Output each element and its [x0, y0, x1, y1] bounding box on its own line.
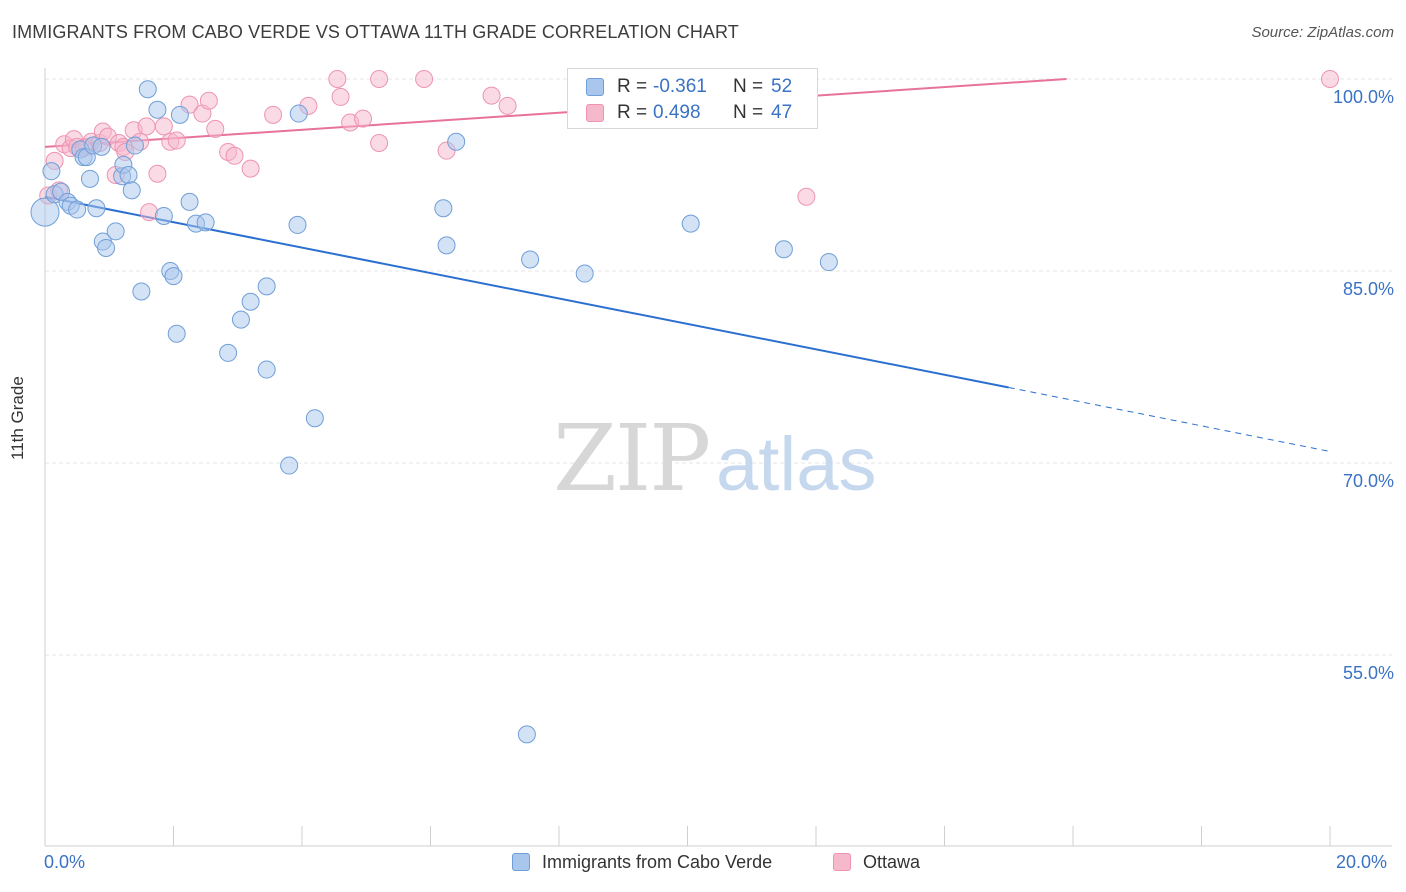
data-point-blue	[517, 725, 536, 744]
bottom-legend-blue: Immigrants from Cabo Verde	[512, 852, 772, 873]
data-point-blue	[97, 238, 116, 257]
data-point-blue	[575, 264, 594, 283]
legend-r-value: 0.498	[653, 102, 701, 123]
y-tick-label: 85.0%	[1342, 279, 1394, 299]
data-point-blue	[154, 206, 173, 225]
watermark-atlas: atlas	[716, 422, 877, 507]
legend-label-pink: Ottawa	[863, 852, 921, 872]
chart-title: IMMIGRANTS FROM CABO VERDE VS OTTAWA 11T…	[12, 22, 739, 42]
data-point-blue	[774, 240, 793, 259]
data-point-blue	[106, 222, 125, 241]
data-point-blue	[68, 200, 87, 219]
data-point-blue	[437, 236, 456, 255]
legend-r-label: R =	[617, 76, 648, 97]
data-point-pink	[370, 134, 389, 152]
data-point-blue	[180, 192, 199, 211]
data-point-blue	[164, 267, 183, 286]
data-point-pink	[370, 70, 389, 88]
data-point-pink	[415, 70, 434, 88]
data-point-pink	[225, 146, 244, 165]
data-point-pink	[482, 86, 501, 105]
trend-lines	[44, 78, 1331, 452]
data-point-pink	[797, 187, 816, 206]
data-point-blue	[241, 292, 260, 311]
data-points	[30, 70, 1339, 744]
legend-swatch-pink	[586, 104, 604, 122]
trend-line-blue-dashed	[1008, 386, 1331, 452]
data-point-blue	[122, 181, 141, 200]
data-point-blue	[305, 409, 324, 428]
x-tick-min: 0.0%	[44, 852, 86, 872]
data-point-blue	[257, 277, 276, 296]
legend-swatch-blue	[586, 78, 604, 96]
data-point-blue	[447, 132, 466, 151]
legend-swatch-pink	[833, 853, 851, 871]
data-point-pink	[331, 87, 350, 106]
y-tick-label: 70.0%	[1342, 471, 1394, 491]
data-point-blue	[92, 137, 111, 156]
data-point-blue	[257, 360, 276, 379]
bottom-legend-pink: Ottawa	[833, 852, 920, 873]
data-point-blue	[30, 197, 60, 227]
data-point-blue	[87, 199, 106, 218]
legend-n-value: 52	[771, 76, 793, 97]
legend-swatch-blue	[512, 853, 530, 871]
legend-n-value: 47	[771, 102, 793, 123]
data-point-blue	[125, 136, 144, 155]
y-axis-title: 11th Grade	[8, 376, 27, 460]
data-point-blue	[119, 166, 138, 184]
data-point-blue	[219, 343, 238, 362]
data-point-blue	[280, 456, 299, 475]
watermark-zip: ZIP	[553, 405, 709, 512]
data-point-blue	[681, 214, 700, 233]
data-point-blue	[42, 162, 61, 181]
data-point-blue	[138, 80, 157, 99]
data-point-pink	[241, 159, 260, 178]
legend-n-label: N =	[733, 76, 764, 97]
stats-legend: R = -0.361 N = 52 R = 0.498 N = 47	[567, 68, 818, 129]
data-point-pink	[167, 131, 186, 150]
legend-r-value: -0.361	[653, 76, 707, 97]
source-label: Source: ZipAtlas.com	[1251, 24, 1394, 41]
data-point-blue	[132, 282, 151, 301]
y-tick-label: 55.0%	[1342, 663, 1394, 683]
data-point-blue	[167, 324, 186, 343]
legend-n-label: N =	[733, 102, 764, 123]
axes	[44, 68, 1392, 847]
data-point-pink	[1321, 70, 1339, 88]
data-point-blue	[819, 253, 838, 272]
y-tick-label: 100.0%	[1332, 87, 1394, 107]
data-point-pink	[354, 109, 373, 128]
data-point-blue	[148, 100, 167, 119]
data-point-pink	[199, 91, 218, 110]
watermark: ZIP atlas	[553, 405, 877, 512]
data-point-pink	[206, 119, 225, 138]
data-point-pink	[154, 117, 173, 136]
x-tick-max: 20.0%	[1336, 852, 1388, 872]
data-point-blue	[288, 215, 307, 234]
data-point-pink	[498, 96, 517, 115]
data-point-blue	[231, 310, 250, 329]
legend-label-blue: Immigrants from Cabo Verde	[542, 852, 773, 872]
data-point-pink	[137, 117, 156, 136]
data-point-blue	[434, 199, 453, 218]
data-point-pink	[328, 70, 347, 88]
data-point-pink	[148, 164, 167, 183]
data-point-blue	[521, 250, 540, 269]
data-point-blue	[80, 169, 99, 188]
data-point-blue	[170, 105, 189, 124]
data-point-blue	[196, 213, 215, 232]
data-point-blue	[289, 104, 308, 123]
legend-r-label: R =	[617, 102, 648, 123]
data-point-pink	[140, 203, 159, 222]
data-point-pink	[264, 105, 283, 124]
